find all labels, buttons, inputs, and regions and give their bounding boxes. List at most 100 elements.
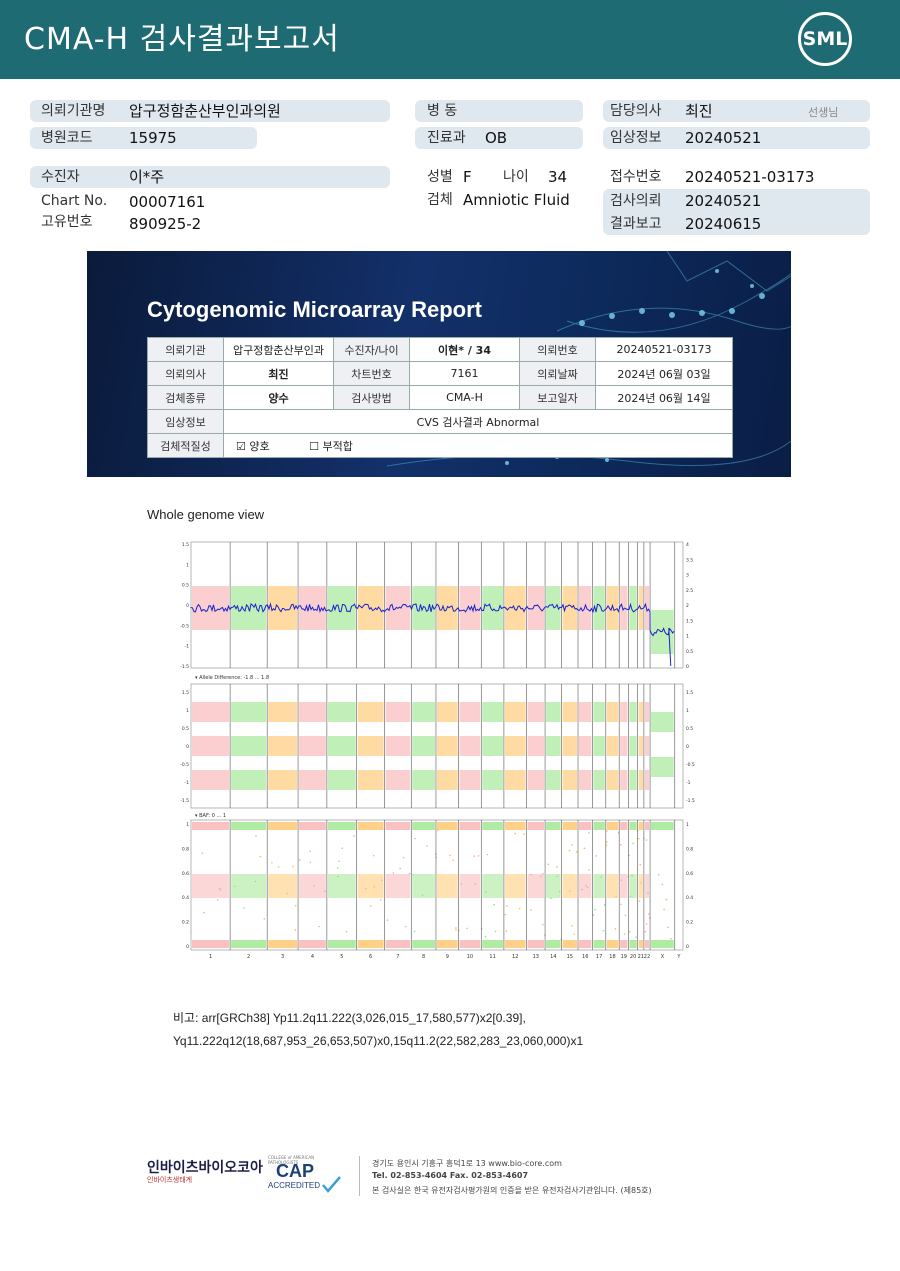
axis-tick-label: -1	[185, 780, 190, 786]
axis-tick-label: -1	[185, 644, 190, 650]
baf-point	[606, 830, 608, 832]
suitable-label: 양호	[249, 439, 270, 453]
check-icon: ☑	[236, 439, 246, 453]
baf-point	[369, 904, 372, 907]
baf-point	[286, 892, 288, 895]
axis-tick-label: 0.5	[182, 583, 189, 589]
baf-point	[460, 883, 463, 885]
axis-tick-label: 0.5	[686, 649, 693, 655]
allele-band	[546, 702, 561, 722]
baf-point	[504, 913, 506, 916]
baf-bottom	[620, 940, 628, 948]
baf-bottom	[579, 940, 592, 948]
baf-point	[603, 904, 606, 906]
allele-band	[644, 770, 650, 790]
chromosome-label: 21	[638, 954, 644, 960]
baf-top	[620, 822, 628, 830]
cn-band	[562, 586, 578, 630]
baf-point	[318, 925, 320, 928]
baf-top	[606, 822, 619, 830]
age-value: 34	[548, 168, 568, 186]
allele-band	[192, 770, 230, 790]
unique-no-value: 890925-2	[129, 215, 202, 233]
baf-point	[629, 895, 632, 898]
band-hospital-code	[30, 127, 257, 149]
baf-mid	[231, 874, 267, 898]
baf-bottom	[385, 940, 411, 948]
baf-point	[620, 843, 622, 846]
baf-point	[485, 891, 487, 893]
report-table: 의뢰기관 압구정함춘산부인과 수진자/나이 이현* / 34 의뢰번호 2024…	[147, 337, 733, 458]
baf-point	[581, 888, 584, 891]
axis-tick-label: 1.5	[182, 542, 189, 548]
chromosome-label: 22	[644, 954, 650, 960]
chromosome-label: 1	[209, 954, 212, 960]
institution-label: 의뢰기관명	[41, 103, 106, 119]
baf-top	[357, 822, 384, 830]
baf-point	[571, 844, 573, 846]
baf-point	[313, 885, 316, 887]
baf-point	[414, 837, 416, 840]
chromosome-label: 11	[489, 954, 495, 960]
baf-point	[638, 900, 641, 902]
axis-tick-label: 0.5	[686, 726, 693, 732]
baf-mid	[268, 874, 298, 898]
baf-top	[231, 822, 267, 830]
cn-band	[651, 610, 674, 654]
baf-top	[459, 822, 481, 830]
unsuitable-label: 부적합	[322, 439, 353, 453]
baf-top	[546, 822, 561, 830]
baf-top	[327, 822, 356, 830]
baf-bottom	[546, 940, 561, 948]
baf-point	[645, 839, 648, 841]
chromosome-label: 12	[512, 954, 518, 960]
allele-band	[268, 702, 298, 722]
baf-bottom	[327, 940, 356, 948]
allele-band	[644, 736, 650, 756]
baf-point	[620, 879, 623, 881]
header-bar: CMA-H 검사결과보고서 SML	[0, 0, 900, 79]
baf-point	[615, 895, 617, 897]
baf-point	[402, 856, 405, 859]
allele-band	[579, 736, 592, 756]
age-label: 나이	[503, 169, 529, 185]
chromosome-label: 4	[311, 954, 314, 960]
unique-no-label: 고유번호	[41, 214, 93, 230]
baf-top	[436, 822, 458, 830]
axis-tick-label: 1	[186, 708, 189, 714]
allele-band	[231, 736, 267, 756]
note-line-1: 비고: arr[GRCh38] Yp11.2q11.222(3,026,015_…	[173, 1009, 526, 1026]
baf-point	[586, 886, 589, 889]
allele-band	[482, 736, 503, 756]
allele-band	[579, 702, 592, 722]
axis-tick-label: 0	[686, 944, 689, 950]
band-ward	[415, 100, 583, 122]
axis-tick-label: 1.5	[686, 618, 693, 624]
baf-mid	[436, 874, 458, 898]
baf-point	[336, 875, 339, 878]
baf-point	[644, 930, 647, 933]
chromosome-label: 14	[550, 954, 556, 960]
baf-point	[620, 903, 622, 906]
baf-mid	[299, 874, 326, 898]
chromosome-label: 17	[596, 954, 602, 960]
axis-tick-label: 0.8	[686, 846, 693, 852]
baf-point	[639, 863, 642, 866]
allele-band	[385, 770, 411, 790]
baf-top	[638, 822, 643, 830]
baf-bottom	[562, 940, 578, 948]
baf-point	[665, 898, 668, 901]
allele-band	[527, 736, 545, 756]
cn-band	[644, 586, 650, 630]
cn-band	[527, 586, 545, 630]
doctor-value: 최진	[685, 102, 713, 120]
axis-tick-label: 0	[686, 744, 689, 750]
baf-top	[299, 822, 326, 830]
baf-mid	[327, 874, 356, 898]
allele-band	[504, 702, 526, 722]
chromosome-label: 13	[533, 954, 539, 960]
baf-point	[568, 890, 571, 893]
baf-bottom	[436, 940, 458, 948]
reception-label: 접수번호	[610, 169, 662, 185]
baf-point	[583, 847, 586, 850]
